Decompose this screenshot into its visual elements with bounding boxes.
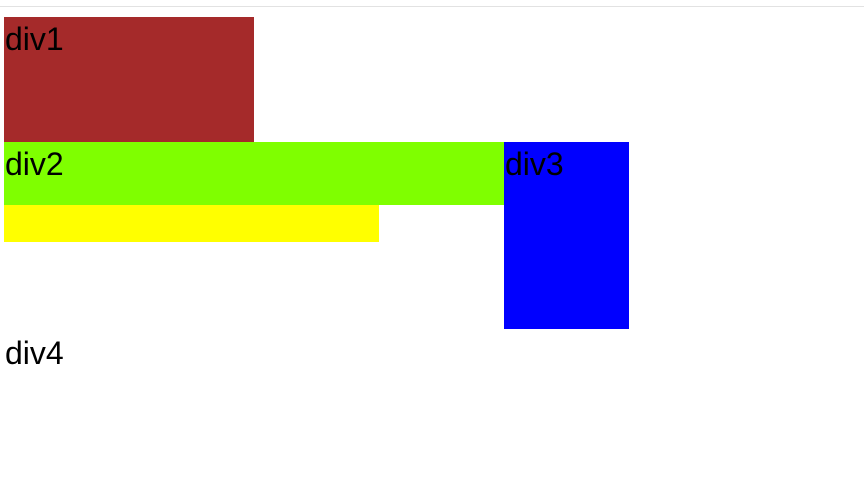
top-divider xyxy=(0,6,864,7)
div4-text: div4 xyxy=(5,335,64,371)
div1-box: div1 xyxy=(4,17,254,142)
div1-label: div1 xyxy=(5,21,64,57)
div2-label: div2 xyxy=(5,146,64,182)
yellow-strip xyxy=(4,205,379,242)
div2-box: div2 xyxy=(4,142,504,205)
div3-box: div3 xyxy=(504,142,629,329)
div3-label: div3 xyxy=(505,146,564,182)
